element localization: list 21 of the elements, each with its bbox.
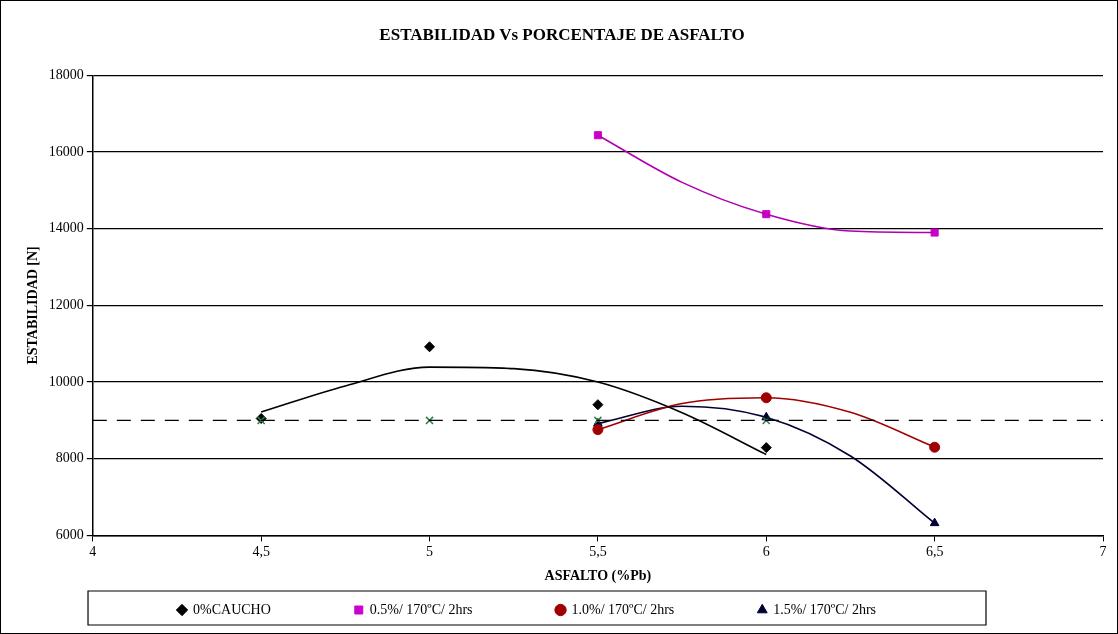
y-tick-label: 10000 bbox=[48, 373, 84, 389]
y-tick-label: 16000 bbox=[48, 143, 84, 159]
x-tick-label: 4,5 bbox=[252, 544, 270, 560]
x-tick-label: 4 bbox=[89, 544, 97, 560]
x-tick-label: 5 bbox=[426, 544, 434, 560]
x-tick-label: 7 bbox=[1099, 544, 1107, 560]
y-tick-label: 14000 bbox=[48, 220, 84, 236]
y-axis-title: ESTABILIDAD [N] bbox=[25, 246, 41, 365]
x-tick-label: 6 bbox=[762, 544, 770, 560]
legend-label: 0%CAUCHO bbox=[193, 601, 341, 617]
chart-title: ESTABILIDAD Vs PORCENTAJE DE ASFALTO bbox=[379, 24, 745, 44]
y-tick-label: 18000 bbox=[48, 67, 84, 83]
x-tick-label: 5,5 bbox=[589, 544, 607, 560]
x-axis-title: ASFALTO (%Pb) bbox=[544, 568, 652, 585]
y-tick-label: 6000 bbox=[55, 527, 84, 543]
y-tick-label: 12000 bbox=[48, 297, 84, 313]
legend-label: 1.5%/ 170ºC/ 2hrs bbox=[773, 601, 946, 617]
legend-label: 0.5%/ 170ºC/ 2hrs bbox=[369, 601, 543, 617]
legend-label: 1.0%/ 170ºC/ 2hrs bbox=[571, 601, 745, 617]
y-tick-label: 8000 bbox=[55, 450, 84, 466]
x-tick-label: 6,5 bbox=[925, 544, 944, 560]
